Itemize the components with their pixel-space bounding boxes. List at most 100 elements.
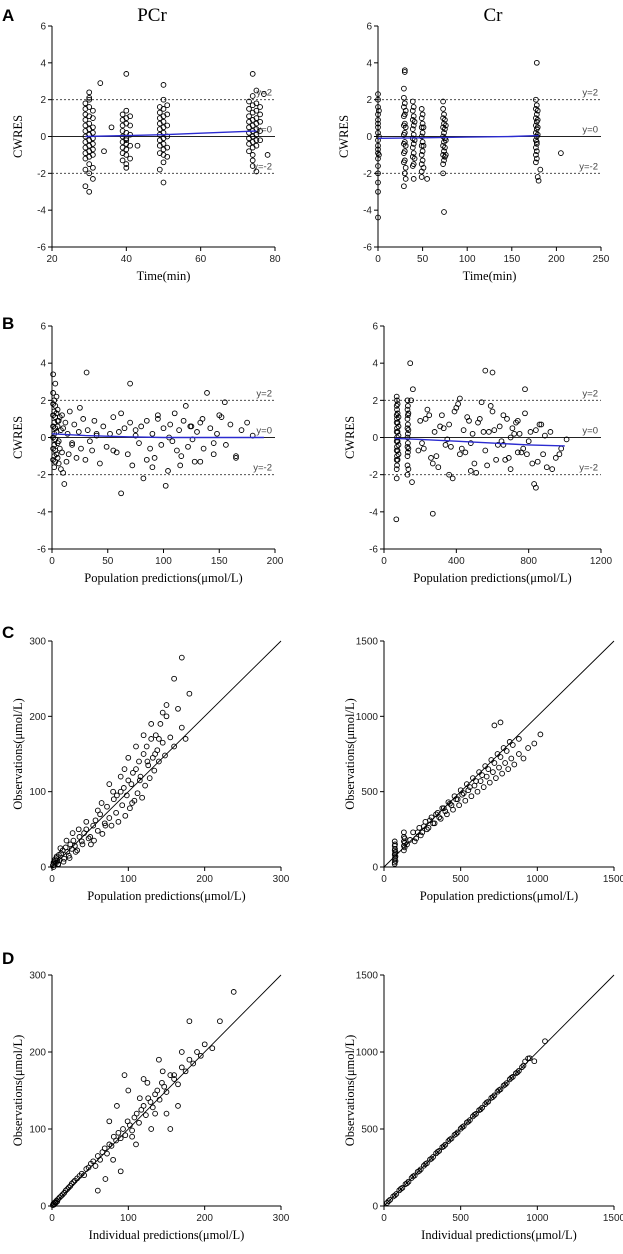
data-point-a-cr [533, 111, 540, 118]
data-point-a-cr [401, 120, 408, 127]
x-tick-label-b-cr: 400 [448, 556, 465, 567]
data-point-c-pcr [76, 834, 83, 840]
data-point-b-pcr [55, 460, 62, 467]
data-point-a-cr [418, 152, 425, 158]
data-point-b-cr [466, 417, 472, 424]
data-point-a-pcr [119, 111, 126, 118]
x-tick-label-c-cr: 0 [381, 874, 387, 885]
data-point-c-pcr [134, 790, 141, 797]
data-point-c-cr [433, 811, 439, 818]
data-point-b-pcr [89, 447, 95, 454]
data-point-a-pcr [253, 115, 260, 121]
data-point-a-pcr [123, 137, 130, 144]
data-point-b-cr [394, 425, 400, 432]
data-point-c-pcr [119, 802, 126, 809]
data-point-c-cr [488, 757, 495, 763]
data-point-d-cr [460, 1123, 467, 1130]
data-point-a-cr [533, 59, 540, 66]
data-point-b-cr [405, 466, 412, 472]
data-point-c-pcr [108, 822, 115, 829]
data-point-a-cr [418, 174, 425, 180]
data-point-a-cr [375, 188, 381, 195]
data-point-b-pcr [59, 412, 65, 419]
data-point-d-pcr [102, 1176, 109, 1182]
data-point-b-pcr [54, 406, 61, 413]
data-point-c-pcr [106, 781, 113, 787]
data-point-d-cr [430, 1154, 436, 1160]
data-point-c-cr [448, 802, 455, 809]
data-point-c-pcr [159, 739, 166, 746]
data-point-b-pcr [66, 408, 73, 415]
reference-label-a-cr: y=0 [582, 125, 598, 136]
data-point-b-pcr [64, 430, 71, 437]
data-point-d-pcr [65, 1184, 72, 1191]
data-point-d-pcr [106, 1118, 113, 1125]
data-point-b-pcr [194, 429, 200, 435]
data-point-d-cr [434, 1148, 441, 1155]
data-point-b-cr [442, 442, 449, 448]
data-point-b-pcr [210, 451, 217, 458]
data-point-d-pcr [175, 1103, 181, 1109]
data-point-a-pcr [253, 87, 260, 94]
data-point-c-cr [462, 797, 469, 804]
data-point-d-pcr [120, 1126, 126, 1132]
data-point-b-cr [527, 429, 534, 435]
data-point-b-cr [422, 416, 429, 422]
data-point-b-cr [514, 417, 521, 424]
data-point-a-pcr [257, 111, 263, 118]
data-point-d-pcr [113, 1137, 119, 1144]
data-point-b-cr [516, 430, 523, 437]
data-point-a-cr [440, 98, 446, 105]
data-point-c-cr [392, 849, 399, 855]
data-point-b-cr [482, 447, 489, 454]
y-tick-label-c-pcr: 300 [29, 637, 46, 648]
data-point-d-pcr [143, 1112, 149, 1118]
y-axis-label-b-pcr: CWRES [11, 416, 25, 459]
data-point-c-pcr [156, 736, 162, 742]
data-point-c-cr [457, 787, 464, 794]
data-point-c-cr [424, 826, 430, 833]
data-point-a-cr [401, 85, 407, 92]
data-point-a-pcr [82, 117, 89, 123]
data-point-b-pcr [71, 421, 78, 428]
data-point-a-cr [533, 144, 539, 151]
x-tick-label-c-pcr: 0 [49, 874, 55, 885]
data-point-b-cr [394, 456, 401, 463]
data-point-a-cr [441, 129, 447, 136]
data-point-a-pcr [253, 168, 260, 175]
data-point-b-pcr [147, 445, 153, 452]
x-tick-label-b-pcr: 100 [155, 556, 172, 567]
data-point-b-cr [500, 412, 507, 419]
data-point-a-cr [420, 124, 427, 131]
y-tick-label-a-pcr: 0 [40, 132, 46, 143]
x-axis-label-b-cr: Population predictions(μmol/L) [413, 571, 571, 585]
data-point-d-cr [384, 1200, 390, 1206]
data-point-c-pcr [61, 855, 68, 862]
data-point-d-pcr [167, 1072, 174, 1078]
data-point-b-cr [410, 386, 416, 393]
data-point-d-cr [503, 1080, 510, 1086]
data-point-b-cr [449, 475, 456, 482]
reference-label-a-pcr: y=0 [256, 125, 272, 136]
data-point-a-cr [419, 120, 426, 127]
data-point-c-pcr [145, 762, 152, 769]
data-point-a-cr [534, 131, 541, 138]
data-point-b-cr [448, 443, 454, 450]
data-point-b-cr [429, 510, 436, 517]
data-point-b-cr [393, 466, 400, 472]
x-tick-label-c-cr: 1000 [526, 874, 549, 885]
data-point-a-pcr [82, 166, 89, 173]
data-point-a-pcr [123, 152, 130, 158]
data-point-a-pcr [160, 159, 167, 166]
y-axis-label-b-cr: CWRES [343, 416, 357, 459]
y-tick-label-d-pcr: 300 [29, 971, 46, 982]
data-point-b-pcr [78, 445, 84, 452]
data-point-d-pcr [122, 1132, 129, 1139]
data-point-c-cr [497, 719, 504, 726]
data-point-a-pcr [86, 188, 93, 195]
data-point-b-cr [489, 369, 496, 376]
data-point-c-pcr [94, 807, 101, 814]
data-point-c-pcr [88, 841, 94, 848]
data-point-b-pcr [238, 427, 245, 433]
data-point-c-pcr [171, 675, 177, 682]
